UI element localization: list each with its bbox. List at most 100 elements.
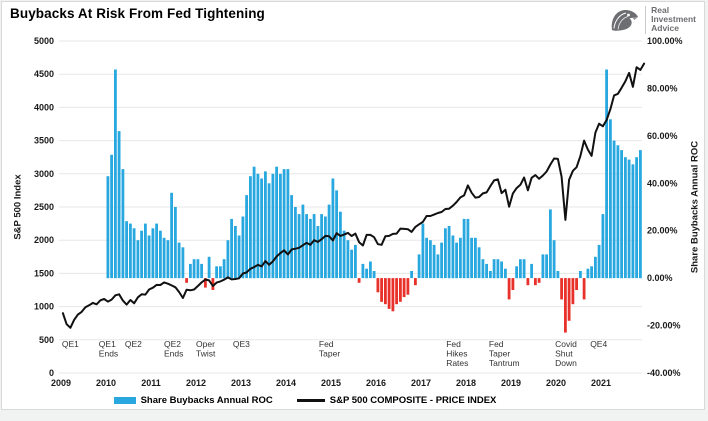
svg-text:0.00%: 0.00% <box>647 273 673 283</box>
svg-text:-40.00%: -40.00% <box>647 368 681 378</box>
buyback-roc-bar <box>549 209 552 279</box>
legend-swatch-buybacks-icon <box>113 397 136 404</box>
sp500-price-line <box>61 62 646 329</box>
buyback-roc-bar <box>500 261 503 279</box>
buyback-roc-bar <box>537 278 541 283</box>
svg-text:2500: 2500 <box>34 202 54 212</box>
buyback-roc-bar <box>211 278 215 290</box>
buyback-roc-bar <box>132 228 136 279</box>
buyback-roc-bar <box>459 237 462 279</box>
buyback-roc-bar <box>477 247 481 279</box>
buyback-roc-bar <box>399 278 402 302</box>
buyback-roc-bar <box>575 278 578 290</box>
buyback-roc-bar <box>185 278 188 283</box>
buyback-roc-bar <box>425 237 428 279</box>
buyback-roc-bar <box>526 278 530 286</box>
svg-text:2011: 2011 <box>141 378 161 388</box>
buyback-roc-bar <box>286 169 290 279</box>
buyback-roc-bar <box>320 214 323 279</box>
buyback-roc-bar <box>440 242 443 279</box>
annotation: QE4 <box>590 339 607 349</box>
buyback-roc-bar <box>496 259 500 279</box>
buyback-roc-bar <box>275 166 278 279</box>
buyback-roc-bar <box>230 218 233 279</box>
buyback-roc-bar <box>522 259 526 279</box>
buyback-roc-bar <box>234 226 237 279</box>
buyback-roc-bar <box>305 214 308 279</box>
buyback-roc-bar <box>181 247 185 279</box>
annotation: QE1 <box>62 339 79 349</box>
buyback-roc-bar <box>462 218 466 279</box>
buyback-roc-bar <box>162 237 166 279</box>
logo-line-2: Investment <box>651 14 696 25</box>
buyback-roc-bar <box>114 69 117 279</box>
svg-text:2012: 2012 <box>186 378 206 388</box>
buyback-roc-bar <box>316 226 320 279</box>
buyback-roc-bar <box>200 263 203 279</box>
buyback-roc-bar <box>226 240 230 279</box>
buyback-roc-bar <box>282 169 286 279</box>
buyback-roc-bar <box>350 249 353 279</box>
svg-text:2014: 2014 <box>276 378 296 388</box>
ria-logo-text: Real Investment Advice <box>645 5 696 34</box>
buyback-roc-bar <box>455 242 458 279</box>
buyback-roc-bar <box>219 266 222 279</box>
buyback-roc-bar <box>564 278 567 333</box>
buyback-roc-bar <box>237 235 241 279</box>
buyback-roc-bar <box>429 240 432 279</box>
buyback-roc-bar <box>365 268 368 279</box>
annotation: Fed Hikes Rates <box>446 339 468 368</box>
buyback-roc-bar <box>177 242 181 279</box>
buyback-roc-bar <box>489 271 492 279</box>
buyback-roc-bar <box>192 259 196 279</box>
buyback-roc-bar <box>189 263 192 279</box>
buyback-roc-bar <box>369 261 372 279</box>
buyback-roc-bar <box>372 271 376 279</box>
buyback-roc-bar <box>492 259 496 279</box>
buyback-roc-bar <box>125 221 128 279</box>
legend-swatch-sp500-icon <box>296 399 325 402</box>
buyback-roc-bar <box>601 214 605 279</box>
buyback-roc-bar <box>567 278 571 321</box>
buyback-roc-bar <box>290 195 293 279</box>
buyback-roc-bar <box>297 214 301 279</box>
svg-text:500: 500 <box>39 335 54 345</box>
buyback-roc-bar <box>324 216 327 279</box>
buyback-roc-bar <box>470 237 473 279</box>
logo-line-3: Advice <box>651 23 679 34</box>
buyback-roc-bar <box>327 204 331 279</box>
buyback-roc-bar <box>391 278 395 312</box>
buyback-roc-bar <box>447 226 451 279</box>
buyback-roc-bar <box>594 256 597 279</box>
buyback-roc-bar <box>395 278 398 305</box>
svg-text:1000: 1000 <box>34 302 54 312</box>
buyback-roc-bar <box>624 157 627 279</box>
buyback-roc-bar <box>361 263 365 279</box>
annotation: Fed Taper <box>319 339 340 359</box>
buyback-roc-bar <box>312 214 316 279</box>
buyback-roc-bar <box>571 278 575 305</box>
buyback-roc-bar <box>556 271 560 279</box>
svg-text:80.00%: 80.00% <box>647 83 678 93</box>
buyback-roc-bar <box>560 278 563 300</box>
buyback-roc-bar <box>241 216 245 279</box>
buyback-roc-bar <box>474 237 477 279</box>
buyback-roc-bar <box>515 266 518 279</box>
buyback-roc-bar <box>620 150 623 279</box>
svg-text:2010: 2010 <box>96 378 116 388</box>
annotation: Covid Shut Down <box>555 339 577 368</box>
buyback-roc-bar <box>485 263 488 279</box>
buyback-roc-bar <box>387 278 391 309</box>
buyback-roc-bar <box>309 218 312 279</box>
svg-text:3000: 3000 <box>34 169 54 179</box>
buyback-roc-bar <box>414 278 417 286</box>
buyback-roc-bar <box>170 192 173 279</box>
buyback-roc-bar <box>545 254 548 279</box>
buyback-roc-bar <box>406 278 410 295</box>
buyback-roc-bar <box>627 159 631 279</box>
buyback-roc-bar <box>354 244 357 279</box>
svg-text:2000: 2000 <box>34 235 54 245</box>
buyback-roc-bar <box>436 254 440 279</box>
buyback-roc-bar <box>264 171 267 279</box>
annotation: QE2 Ends <box>164 339 183 359</box>
